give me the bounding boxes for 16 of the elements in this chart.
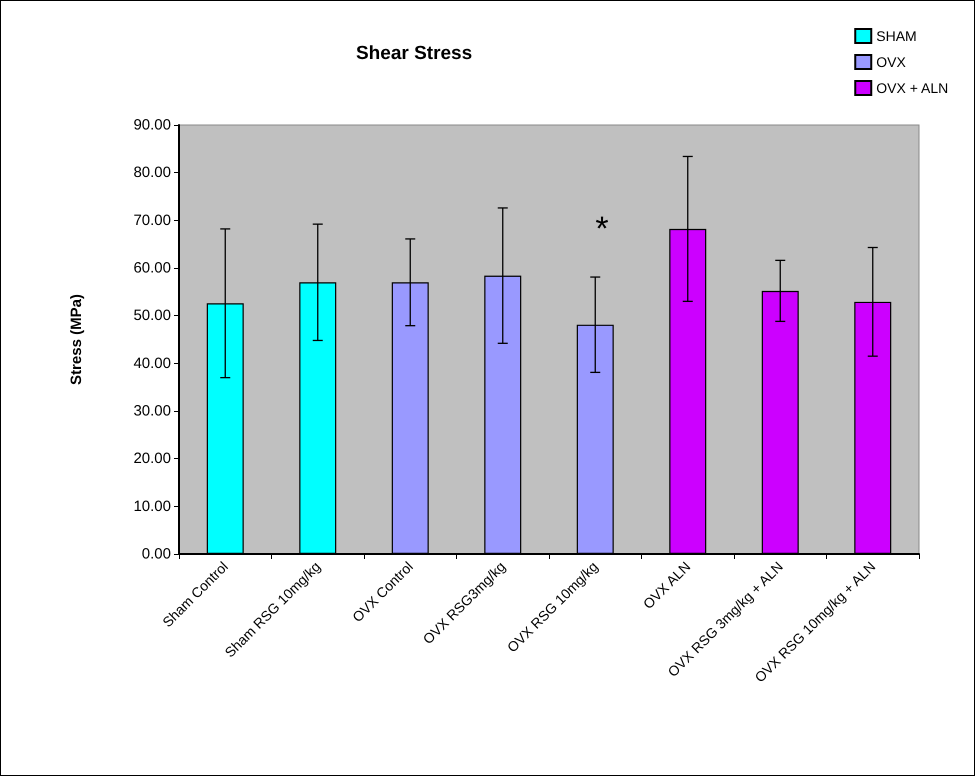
y-tick-label: 30.00 [133,402,171,420]
y-tick-label: 50.00 [133,307,171,324]
y-tick-label: 40.00 [133,354,171,372]
legend-label: SHAM [876,28,917,44]
y-tick-label: 90.00 [133,116,171,134]
y-tick-label: 70.00 [133,212,171,229]
legend-label: OVX [876,54,906,70]
annotation: * [595,210,609,248]
y-tick-label: 20.00 [133,450,171,468]
y-tick-label: 10.00 [133,498,171,515]
chart-title: Shear Stress [356,43,472,64]
legend-label: OVX + ALN [876,80,948,96]
y-tick-label: 80.00 [133,164,171,182]
y-axis-title: Stress (MPa) [68,294,85,385]
y-tick-label: 60.00 [133,260,171,276]
y-tick-label: 0.00 [142,546,171,562]
